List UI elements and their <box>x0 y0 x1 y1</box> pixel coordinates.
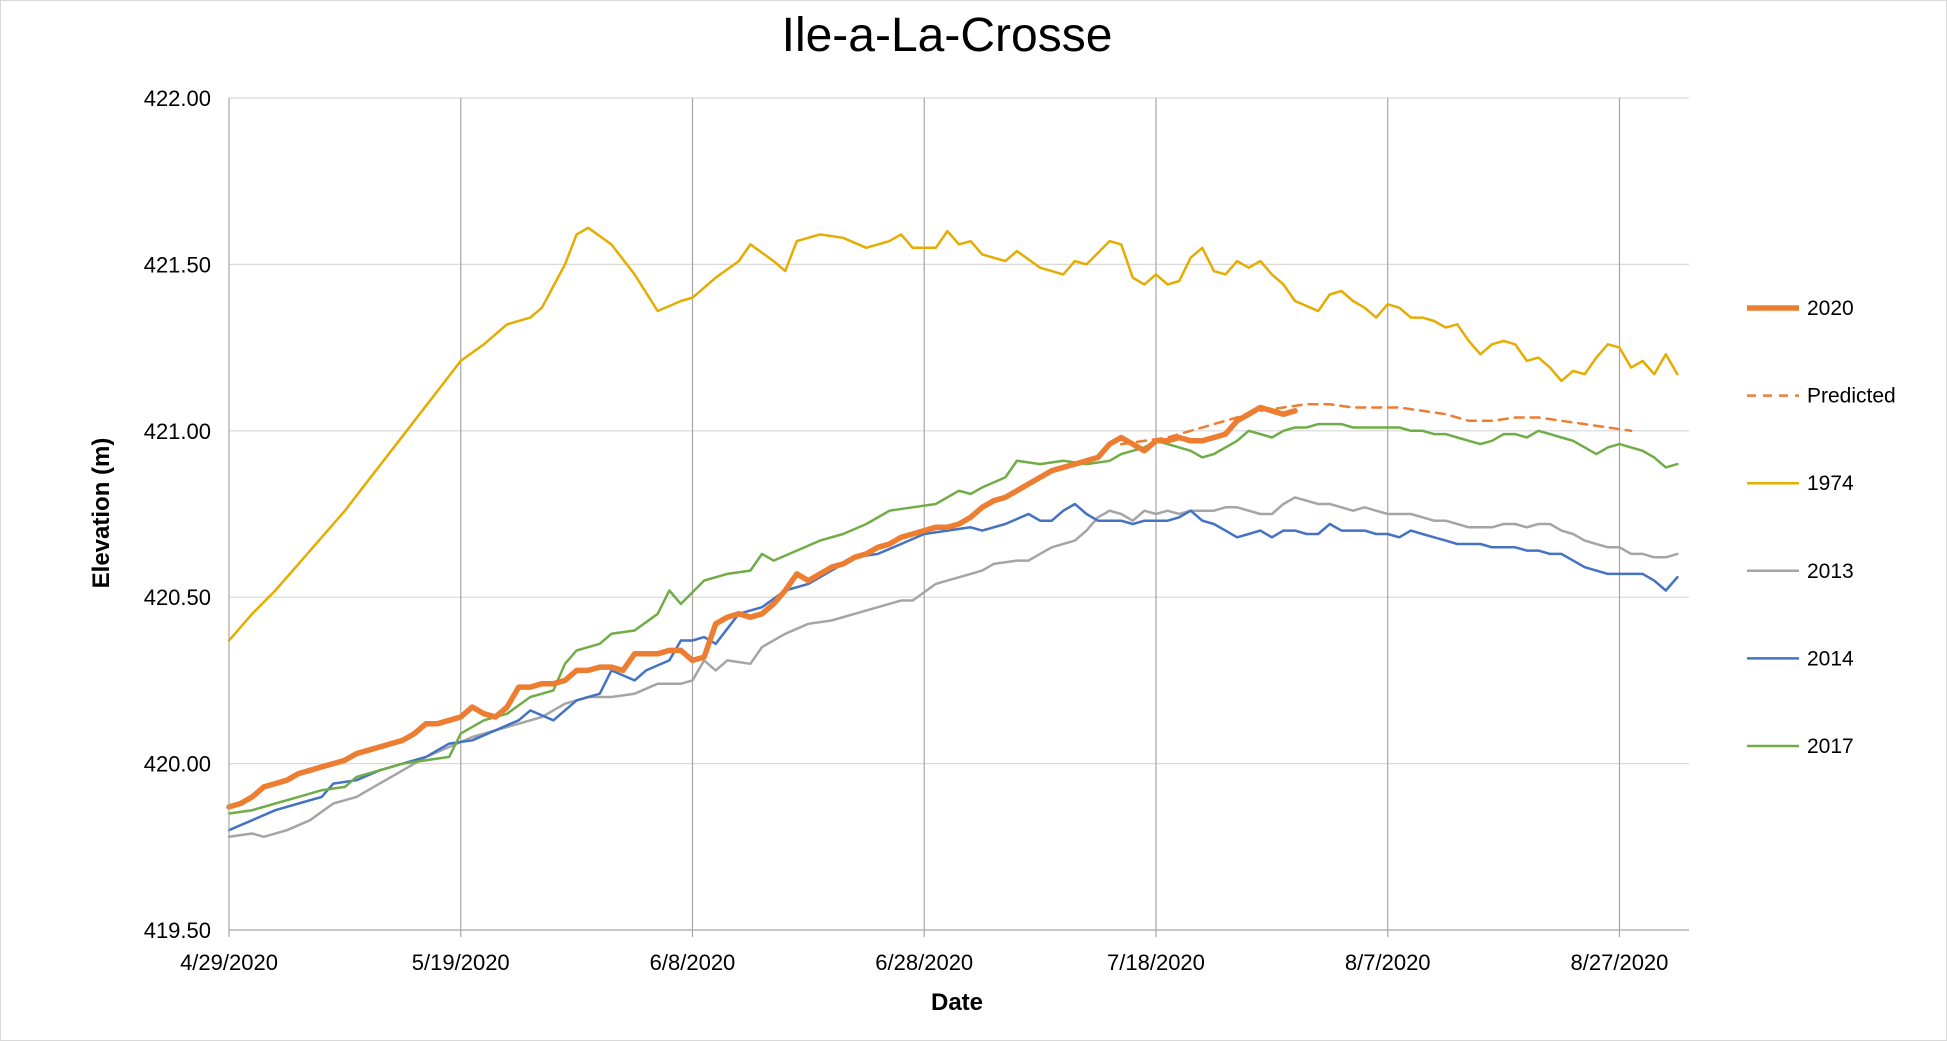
chart-title: Ile-a-La-Crosse <box>782 9 1113 62</box>
y-tick-label: 421.50 <box>144 252 211 277</box>
legend-label-2017: 2017 <box>1807 735 1854 758</box>
series-line-2020 <box>226 404 1298 810</box>
legend-label-2013: 2013 <box>1807 560 1854 583</box>
x-tick-label: 6/28/2020 <box>875 950 973 975</box>
x-tick-label: 4/29/2020 <box>180 950 278 975</box>
x-tick-labels: 4/29/2020 5/19/2020 6/8/2020 6/28/2020 7/18/… <box>180 950 1668 975</box>
legend-label-2014: 2014 <box>1807 647 1854 670</box>
series-line-predicted <box>1119 402 1633 446</box>
x-tick-label: 8/7/2020 <box>1345 950 1431 975</box>
y-axis-title: Elevation (m) <box>88 438 115 589</box>
legend: 2020 Predicted 1974 2013 2014 2017 <box>1747 297 1896 758</box>
legend-label-1974: 1974 <box>1807 472 1854 495</box>
series-line-2014 <box>227 502 1679 832</box>
y-tick-label: 422.00 <box>144 86 211 111</box>
x-tick-label: 7/18/2020 <box>1107 950 1205 975</box>
series-line-1974 <box>227 226 1679 642</box>
series-line-2017 <box>227 422 1679 815</box>
y-tick-label: 420.00 <box>144 752 211 777</box>
x-tick-label: 6/8/2020 <box>650 950 736 975</box>
y-tick-label: 420.50 <box>144 585 211 610</box>
gridlines <box>229 97 1689 930</box>
y-tick-label: 421.00 <box>144 419 211 444</box>
series-line-2013 <box>227 496 1679 839</box>
legend-label-predicted: Predicted <box>1807 385 1896 408</box>
x-tick-label: 8/27/2020 <box>1571 950 1669 975</box>
x-tick-label: 5/19/2020 <box>412 950 510 975</box>
y-tick-labels: 419.50 420.00 420.50 421.00 421.50 422.00 <box>144 86 211 943</box>
y-tick-label: 419.50 <box>144 918 211 943</box>
x-axis-title: Date <box>931 989 983 1016</box>
axes <box>228 98 1689 937</box>
plot-area-series <box>226 226 1679 839</box>
legend-label-2020: 2020 <box>1807 297 1854 320</box>
